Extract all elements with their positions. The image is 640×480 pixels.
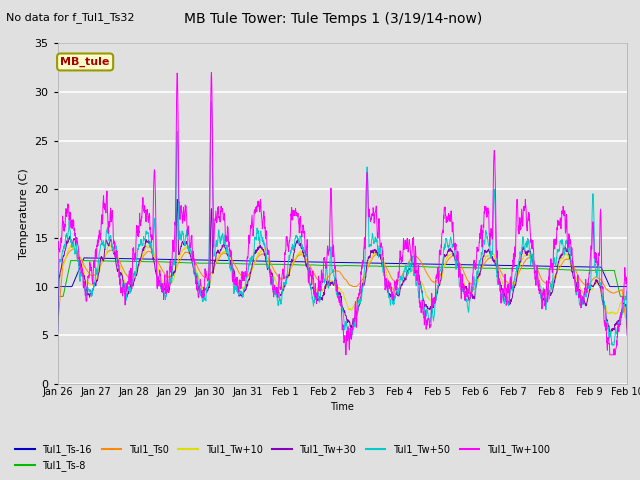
Text: MB Tule Tower: Tule Temps 1 (3/19/14-now): MB Tule Tower: Tule Temps 1 (3/19/14-now… (184, 12, 482, 26)
Legend: Tul1_Ts-16, Tul1_Ts-8, Tul1_Ts0, Tul1_Tw+10, Tul1_Tw+30, Tul1_Tw+50, Tul1_Tw+100: Tul1_Ts-16, Tul1_Ts-8, Tul1_Ts0, Tul1_Tw… (12, 441, 554, 475)
X-axis label: Time: Time (330, 402, 355, 412)
Text: MB_tule: MB_tule (60, 57, 110, 67)
Text: No data for f_Tul1_Ts32: No data for f_Tul1_Ts32 (6, 12, 135, 23)
Y-axis label: Temperature (C): Temperature (C) (19, 168, 29, 259)
